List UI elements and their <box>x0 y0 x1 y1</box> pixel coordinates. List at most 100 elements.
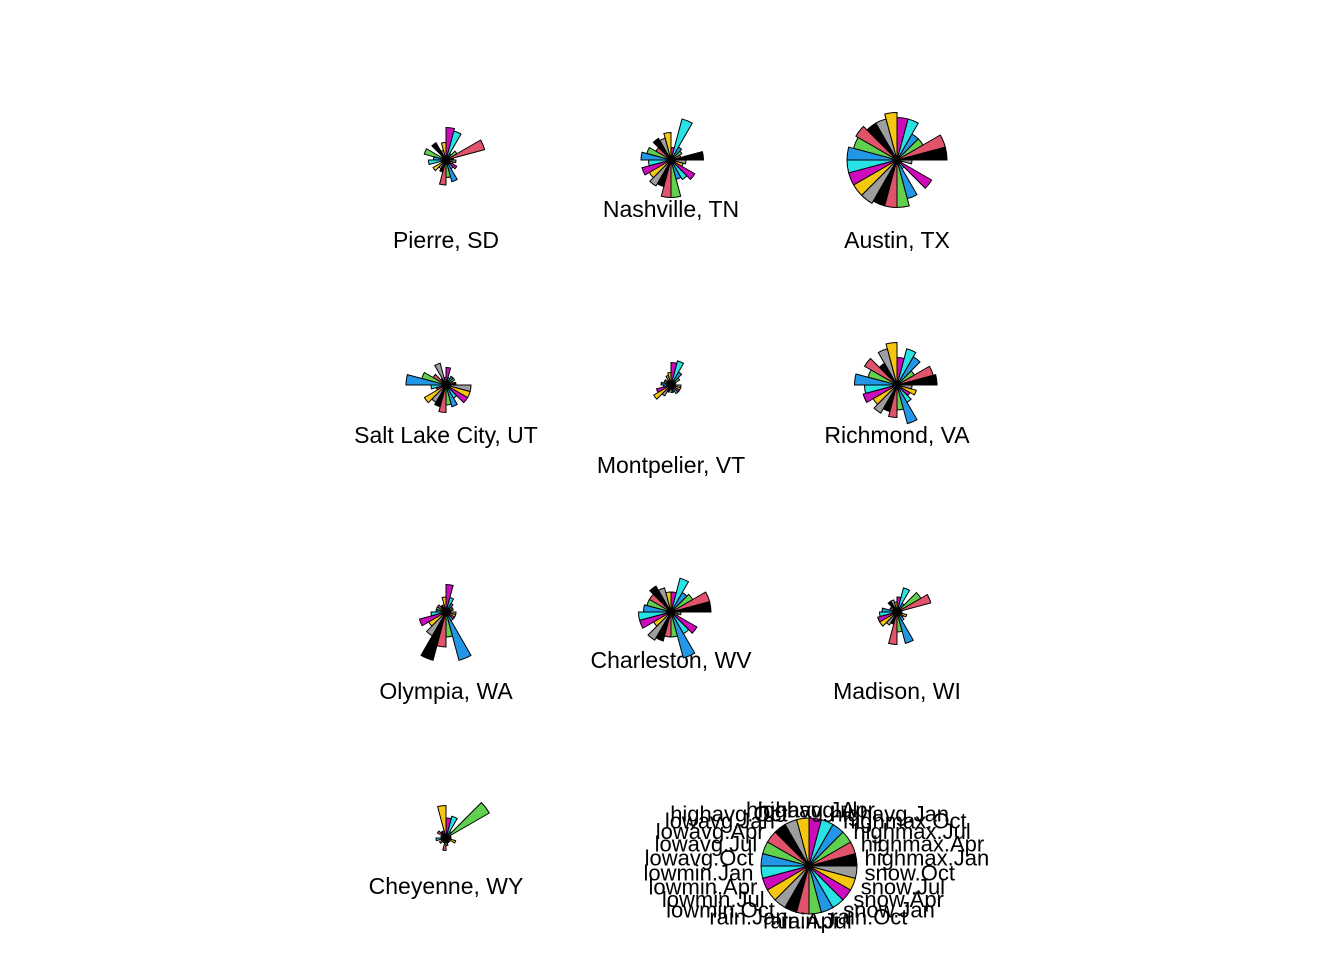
star-segment <box>649 159 672 187</box>
star-segment <box>431 141 447 161</box>
key-label: highmax.Jul <box>853 819 970 844</box>
city-label: Richmond, VA <box>824 422 970 448</box>
star-segment <box>660 381 672 386</box>
star-segment <box>853 373 898 386</box>
star-segment <box>445 837 452 840</box>
star-segment <box>445 159 457 164</box>
key-label: lowmin.Jul <box>662 887 765 912</box>
city-label: Nashville, TN <box>603 196 739 222</box>
key-label: lowmin.Oct <box>666 897 775 922</box>
key-label: snow.Oct <box>865 860 955 885</box>
city-labels: Pierre, SD Nashville, TN Austin, TX Salt… <box>354 196 970 899</box>
star-segment <box>896 384 912 404</box>
city-label: Montpelier, VT <box>597 452 745 478</box>
star-segment <box>896 159 918 200</box>
star-segment <box>670 361 678 386</box>
star-segment <box>670 611 682 616</box>
star-segment <box>670 118 693 161</box>
star-glyph <box>435 801 490 852</box>
star-segment <box>670 611 698 634</box>
star-segment <box>445 611 472 661</box>
star-segment <box>652 137 672 161</box>
key-label: snow.Jan <box>843 897 935 922</box>
city-label: Salt Lake City, UT <box>354 422 538 448</box>
star-segment <box>896 591 922 613</box>
star-segment <box>670 360 685 386</box>
star-segment <box>442 837 447 852</box>
star-segment <box>670 577 690 613</box>
star-glyph <box>853 341 938 425</box>
star-segment <box>873 384 898 414</box>
star-segment <box>420 611 447 661</box>
key-label: lowavg.Jan <box>665 809 775 834</box>
star-segment <box>655 611 672 642</box>
star-segment <box>652 384 672 400</box>
key-label: rain.Jul <box>781 909 852 934</box>
star-segment <box>445 815 458 839</box>
key-label: snow.Jul <box>861 874 945 899</box>
star-segment <box>649 585 672 613</box>
key-label: lowavg.Oct <box>645 846 754 871</box>
star-segment <box>896 384 918 425</box>
key-label: lowavg.Jul <box>655 832 758 857</box>
star-segment <box>670 611 696 659</box>
star-segment <box>436 611 447 648</box>
key-label: highavg.Jul <box>746 798 857 823</box>
star-segment <box>896 348 917 386</box>
star-segment <box>896 384 917 396</box>
star-segment <box>896 611 908 618</box>
star-segment <box>860 159 898 204</box>
star-glyph <box>405 362 472 414</box>
star-segment <box>887 384 898 419</box>
key-label: lowmin.Jan <box>643 860 753 885</box>
star-segment <box>670 384 682 389</box>
star-segment <box>423 148 447 161</box>
key-label: lowmin.Apr <box>648 874 757 899</box>
key-label: highavg.Jan <box>830 801 949 826</box>
star-segment <box>896 384 913 390</box>
star-segment <box>896 596 902 613</box>
key-label: highmax.Oct <box>843 809 967 834</box>
star-segment <box>670 591 711 613</box>
key-label: rain.Apr <box>763 909 840 934</box>
star-segment <box>896 587 911 613</box>
star-glyphs <box>405 111 948 852</box>
star-segment <box>405 374 447 386</box>
key-glyph: highmax.Janhighmax.Aprhighmax.Julhighmax… <box>643 798 989 934</box>
star-segment <box>885 611 898 626</box>
star-segment <box>438 159 447 186</box>
star-segment <box>863 357 898 386</box>
star-segment <box>438 384 447 414</box>
star-glyph <box>640 118 705 199</box>
city-label: Pierre, SD <box>393 227 499 253</box>
star-segment <box>670 593 694 613</box>
star-glyph <box>652 360 685 400</box>
star-segment <box>878 611 898 627</box>
key-label: highavg.Apr <box>758 798 875 823</box>
city-label: Cheyenne, WY <box>369 873 524 899</box>
city-label: Austin, TX <box>844 227 950 253</box>
key-label: snow.Apr <box>853 887 944 912</box>
star-segment <box>647 611 672 641</box>
star-segment <box>445 837 457 844</box>
city-label: Olympia, WA <box>379 678 513 704</box>
star-segment <box>661 384 672 397</box>
star-segment <box>670 159 687 165</box>
key-label: rain.Jan <box>709 905 787 930</box>
star-glyph <box>418 583 472 661</box>
star-glyph <box>877 587 932 646</box>
star-segment <box>445 366 452 386</box>
star-segment <box>640 151 672 161</box>
star-glyph <box>846 111 948 209</box>
key-label: highmax.Apr <box>861 832 985 857</box>
star-segment <box>896 611 903 614</box>
star-segment <box>896 159 933 189</box>
star-glyph <box>423 126 486 186</box>
star-segment <box>445 801 490 839</box>
city-label: Charleston, WV <box>590 647 752 673</box>
star-segment <box>445 159 458 170</box>
star-segment <box>445 583 454 613</box>
star-segment <box>887 611 898 646</box>
key-segment <box>808 865 858 880</box>
